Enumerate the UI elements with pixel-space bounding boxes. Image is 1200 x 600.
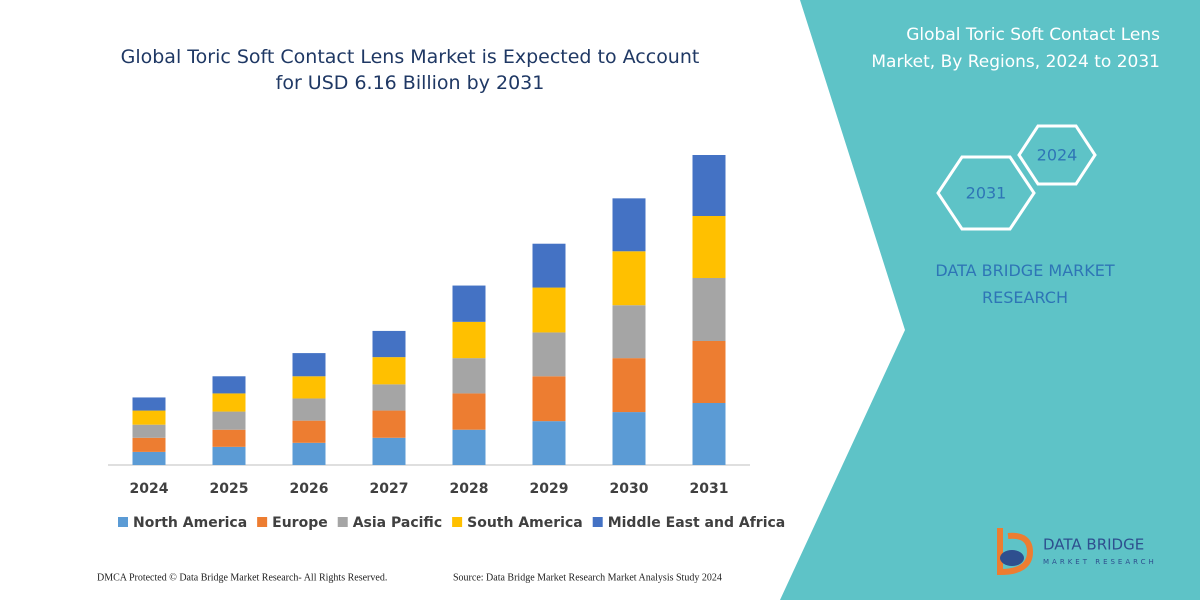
legend-label: South America — [467, 515, 583, 531]
legend-swatch — [452, 517, 463, 527]
hexagon-label: 2024 — [1037, 146, 1078, 165]
legend-label: Asia Pacific — [353, 515, 442, 531]
bar-segment — [692, 341, 726, 403]
bar-segment — [532, 287, 566, 333]
bar-segment — [692, 403, 726, 465]
bar-segment — [132, 451, 166, 465]
bar-segment — [612, 358, 646, 413]
x-tick-label: 2027 — [370, 481, 409, 497]
legend-swatch — [257, 517, 268, 527]
bar-segment — [132, 424, 166, 438]
hexagon-label: 2031 — [966, 184, 1007, 203]
hexagon — [1017, 124, 1097, 186]
logo-name: DATA BRIDGE — [1043, 536, 1144, 554]
bar-segment — [692, 155, 726, 216]
bar-segment — [692, 277, 726, 341]
bar-segment — [452, 321, 486, 359]
hexagon — [936, 155, 1036, 231]
footer-right: Source: Data Bridge Market Research Mark… — [453, 572, 722, 583]
bar-segment — [612, 198, 646, 252]
bar-segment — [372, 384, 406, 411]
bar-segment — [212, 446, 246, 465]
bar-segment — [372, 330, 406, 358]
bar-segment — [692, 215, 726, 278]
bar-segment — [532, 376, 566, 422]
bar-segment — [132, 410, 166, 425]
legend-swatch — [118, 517, 128, 527]
bar-segment — [292, 353, 326, 377]
bar-segment — [292, 442, 326, 465]
legend-label: North America — [133, 515, 247, 531]
logo-tagline: MARKET RESEARCH — [1043, 558, 1157, 566]
bar-segment — [132, 437, 166, 452]
side-panel — [780, 0, 1200, 600]
logo-icon — [1000, 550, 1024, 566]
bar-segment — [372, 437, 406, 465]
logo-icon — [997, 528, 1034, 576]
bar-segment — [452, 429, 486, 465]
bar-segment — [532, 421, 566, 465]
bar-segment — [532, 243, 566, 288]
bar-segment — [372, 410, 406, 438]
bar-segment — [612, 412, 646, 465]
bar-segment — [612, 305, 646, 359]
x-tick-label: 2028 — [450, 481, 489, 497]
bar-segment — [452, 285, 486, 322]
bar-segment — [452, 358, 486, 394]
bar-segment — [132, 397, 166, 411]
x-tick-label: 2029 — [530, 481, 569, 497]
bar-segment — [212, 411, 246, 430]
chart-title: Global Toric Soft Contact Lens Market is… — [120, 46, 700, 94]
bar-segment — [212, 376, 246, 394]
x-tick-label: 2024 — [130, 481, 169, 497]
bar-segment — [372, 357, 406, 385]
bar-segment — [292, 398, 326, 421]
x-tick-label: 2030 — [610, 481, 649, 497]
legend-swatch — [592, 517, 603, 527]
footer-left: DMCA Protected © Data Bridge Market Rese… — [97, 572, 387, 583]
x-tick-label: 2031 — [690, 481, 729, 497]
x-tick-label: 2026 — [290, 481, 329, 497]
bar-segment — [452, 393, 486, 430]
bar-segment — [212, 429, 246, 447]
legend-label: Middle East and Africa — [608, 515, 786, 531]
bar-segment — [212, 393, 246, 412]
panel-title: Global Toric Soft Contact Lens Market, B… — [871, 25, 1160, 72]
bar-segment — [532, 332, 566, 377]
legend-label: Europe — [272, 515, 328, 531]
legend-swatch — [337, 517, 348, 527]
bar-segment — [292, 376, 326, 399]
x-tick-label: 2025 — [210, 481, 249, 497]
bar-segment — [612, 251, 646, 306]
bar-segment — [292, 420, 326, 443]
panel-brand: DATA BRIDGE MARKET RESEARCH — [935, 261, 1115, 307]
